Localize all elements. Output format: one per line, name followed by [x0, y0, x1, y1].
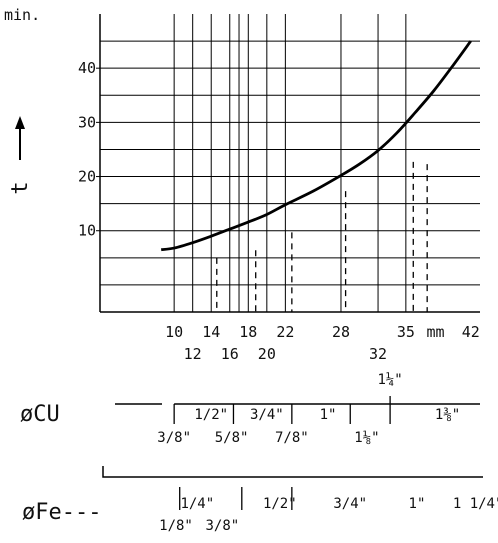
cu-size-label: 5/8": [215, 430, 249, 446]
plot-frame: [99, 14, 480, 313]
dashed-reference-lines: [216, 161, 428, 312]
cu-size-label: 1⅛": [354, 430, 379, 446]
cu-size-label: 7/8": [275, 430, 309, 446]
x-unit-label: mm: [426, 323, 444, 341]
x-tick-label: 42: [462, 323, 480, 341]
fe-size-label: 1 1/4": [453, 496, 498, 512]
y-tick-label: 40: [78, 59, 96, 77]
fe-scale-label: øFe---: [22, 500, 101, 525]
x-tick-label-row2: 16: [221, 345, 239, 363]
cu-size-label: 1⅜": [435, 407, 460, 423]
fe-size-label: 1": [409, 496, 426, 512]
x-tick-label-row2: 20: [258, 345, 276, 363]
y-tick-labels: 10 20 30 40: [78, 59, 100, 240]
fe-size-label: 3/8": [205, 518, 239, 534]
cu-size-label: 1": [320, 407, 337, 423]
cu-scale: 1/2" 3/4" 1" 1⅜" 3/8" 5/8" 7/8" 1⅛" 1¼": [157, 372, 480, 446]
x-tick-label: 22: [276, 323, 294, 341]
y-tick-label: 20: [78, 168, 96, 186]
fe-scale-bracket: [102, 466, 483, 478]
x-tick-label: 14: [202, 323, 220, 341]
cu-scale-label: øCU: [20, 402, 60, 427]
fe-scale: 1/4" 1/2" 3/4" 1" 1 1/4" 1/8" 3/8": [159, 487, 498, 534]
y-unit-label: min.: [4, 6, 40, 24]
fe-size-label: 3/4": [333, 496, 367, 512]
x-tick-label-row2: 12: [184, 345, 202, 363]
x-tick-label: 35: [397, 323, 415, 341]
cu-size-label: 3/8": [157, 430, 191, 446]
time-curve: [160, 40, 472, 252]
cu-size-label: 3/4": [250, 407, 284, 423]
x-tick-label: 10: [165, 323, 183, 341]
cu-size-label: 1/2": [194, 407, 228, 423]
y-tick-label: 30: [78, 113, 96, 131]
fe-size-label: 1/4": [180, 496, 214, 512]
y-axis-arrow: [15, 116, 25, 160]
y-tick-label: 10: [78, 222, 96, 240]
cu-size-label: 1¼": [377, 372, 402, 388]
fe-size-label: 1/8": [159, 518, 193, 534]
x-tick-label: 18: [239, 323, 257, 341]
y-axis-label: t: [8, 181, 33, 194]
x-tick-label: 28: [332, 323, 350, 341]
fe-size-label: 1/2": [263, 496, 297, 512]
x-tick-label-row2: 32: [369, 345, 387, 363]
x-tick-labels: 10 14 18 22 28 35 42 12 16 20 32 mm: [165, 323, 480, 363]
chart-grid: [100, 14, 480, 312]
